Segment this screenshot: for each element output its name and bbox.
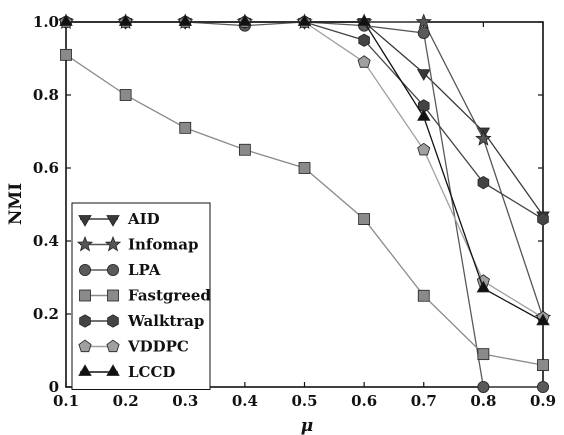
series-aid [59, 18, 550, 224]
data-point [417, 289, 430, 302]
legend-entry: Walktrap [79, 312, 204, 330]
data-point [477, 380, 490, 393]
y-tick-label: 0.6 [33, 159, 59, 177]
series-fastgreed [60, 48, 549, 372]
data-point [297, 14, 312, 26]
legend-marker [107, 263, 120, 276]
y-tick-label: 0.2 [33, 305, 59, 323]
x-tick-label: 0.2 [113, 392, 139, 410]
data-point [536, 313, 550, 326]
legend-marker [78, 364, 92, 376]
data-point [118, 14, 133, 26]
legend-entry: Fastgreed [79, 287, 211, 305]
data-point [358, 213, 371, 226]
x-tick-label: 0.8 [470, 392, 496, 410]
legend-marker [106, 364, 120, 376]
data-point [476, 280, 491, 293]
legend-label: AID [127, 210, 160, 228]
series-layer [57, 13, 552, 393]
y-tick-label: 0.4 [33, 232, 59, 250]
legend-entry: LPA [79, 261, 161, 279]
data-point [415, 13, 432, 29]
x-tick-label: 0.5 [291, 392, 317, 410]
data-point [178, 14, 193, 26]
data-point [59, 14, 73, 26]
y-axis-title: NMI [6, 183, 26, 225]
data-point [238, 143, 251, 156]
legend-marker [78, 339, 92, 353]
data-point [357, 14, 371, 26]
legend-marker [79, 263, 92, 276]
legend-marker [107, 289, 119, 302]
data-point [60, 48, 72, 61]
data-point [475, 130, 492, 146]
x-tick-label: 0.1 [53, 392, 79, 410]
legend-marker [106, 215, 120, 227]
data-point [417, 142, 431, 156]
legend-entry: LCCD [78, 363, 175, 381]
legend-box [71, 202, 211, 390]
x-tick-label: 0.3 [172, 392, 198, 410]
legend-marker [76, 235, 94, 252]
y-tick-label: 0 [49, 378, 59, 396]
y-tick-label: 1.0 [33, 13, 59, 31]
series-line [66, 21, 544, 216]
data-point [179, 121, 192, 134]
data-point [298, 162, 311, 174]
data-point [417, 26, 430, 39]
legend-entry: AID [78, 210, 160, 228]
data-point [238, 14, 252, 26]
data-point [358, 33, 370, 47]
data-point [477, 348, 490, 361]
legend-marker [104, 235, 122, 252]
data-point [416, 109, 431, 121]
x-tick-label: 0.9 [530, 392, 556, 410]
legend-marker [107, 314, 119, 328]
legend-label: LCCD [128, 363, 175, 381]
y-tick-label: 0.8 [33, 86, 59, 104]
x-tick-label: 0.4 [232, 392, 258, 410]
legend-label: LPA [128, 261, 161, 279]
legend-marker [78, 215, 92, 227]
data-point [537, 359, 549, 372]
data-point [537, 212, 549, 226]
legend-label: Walktrap [127, 312, 204, 330]
x-tick-label: 0.6 [351, 392, 377, 410]
data-point [537, 380, 550, 393]
legend-label: Fastgreed [128, 287, 211, 305]
x-tick-label: 0.7 [411, 392, 437, 410]
legend-marker [79, 314, 91, 328]
legend: AID Infomap LPA Fastgreed Walktrap VDDPC LCCD [71, 202, 211, 390]
axes: 0.1 0.2 0.3 0.4 0.5 0.6 0.7 0.8 0.9 0 0.2 0.4 0.6 0.8… [33, 13, 556, 410]
series-lccd [59, 14, 550, 326]
x-axis-title: μ [301, 416, 313, 435]
data-point [477, 175, 490, 190]
legend-entry: Infomap [76, 235, 198, 254]
data-point [119, 89, 132, 101]
data-point [357, 55, 371, 68]
legend-entry: VDDPC [78, 338, 189, 356]
legend-label: Infomap [128, 236, 198, 254]
legend-marker [106, 339, 120, 353]
legend-marker [79, 289, 91, 302]
legend-label: VDDPC [127, 338, 189, 356]
data-point [416, 69, 431, 81]
series-walktrap [60, 15, 549, 226]
